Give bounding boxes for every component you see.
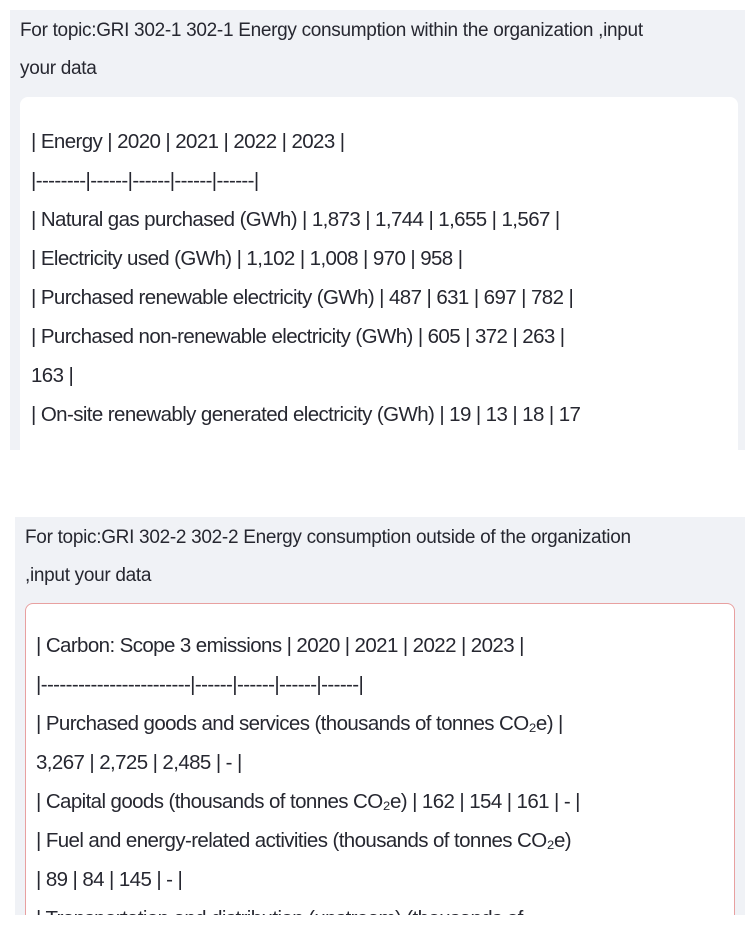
label-line: For topic:GRI 302-1 302-1 Energy consump…: [20, 20, 643, 41]
text-line: | Purchased goods and services (thousand…: [36, 712, 563, 735]
input-panel: For topic:GRI 302-2 302-2 Energy consump…: [15, 517, 745, 915]
text-line: | Purchased renewable electricity (GWh) …: [31, 286, 574, 309]
label-line: your data: [20, 58, 97, 79]
text-line: | Electricity used (GWh) | 1,102 | 1,008…: [31, 247, 463, 270]
text-line: 163 |: [31, 364, 74, 387]
text-line: |--------|------|------|------|------|: [31, 169, 259, 192]
label-line: For topic:GRI 302-2 302-2 Energy consump…: [25, 527, 631, 548]
text-line: | Fuel and energy-related activities (th…: [36, 829, 572, 852]
panel-label: For topic:GRI 302-2 302-2 Energy consump…: [15, 517, 745, 595]
text-line: | Natural gas purchased (GWh) | 1,873 | …: [31, 208, 560, 231]
text-line: | Capital goods (thousands of tonnes CO₂…: [36, 790, 581, 813]
text-line: | Purchased non-renewable electricity (G…: [31, 325, 565, 348]
text-line: | 89 | 84 | 145 | - |: [36, 868, 183, 891]
text-line: | Transportation and distribution (upstr…: [26, 899, 734, 915]
text-line: | On-site renewably generated electricit…: [31, 403, 581, 426]
text-line: | Energy | 2020 | 2021 | 2022 | 2023 |: [31, 130, 345, 153]
text-area[interactable]: | Carbon: Scope 3 emissions | 2020 | 202…: [25, 603, 735, 915]
label-line: ,input your data: [25, 565, 152, 586]
panel-label: For topic:GRI 302-1 302-1 Energy consump…: [10, 10, 745, 88]
input-panel: For topic:GRI 302-1 302-1 Energy consump…: [10, 10, 745, 450]
text-line: | Carbon: Scope 3 emissions | 2020 | 202…: [36, 634, 524, 657]
text-line: |------------------------|------|------|…: [36, 673, 364, 696]
text-line: 3,267 | 2,725 | 2,485 | - |: [36, 751, 242, 774]
text-area[interactable]: | Energy | 2020 | 2021 | 2022 | 2023 | |-…: [20, 97, 738, 450]
